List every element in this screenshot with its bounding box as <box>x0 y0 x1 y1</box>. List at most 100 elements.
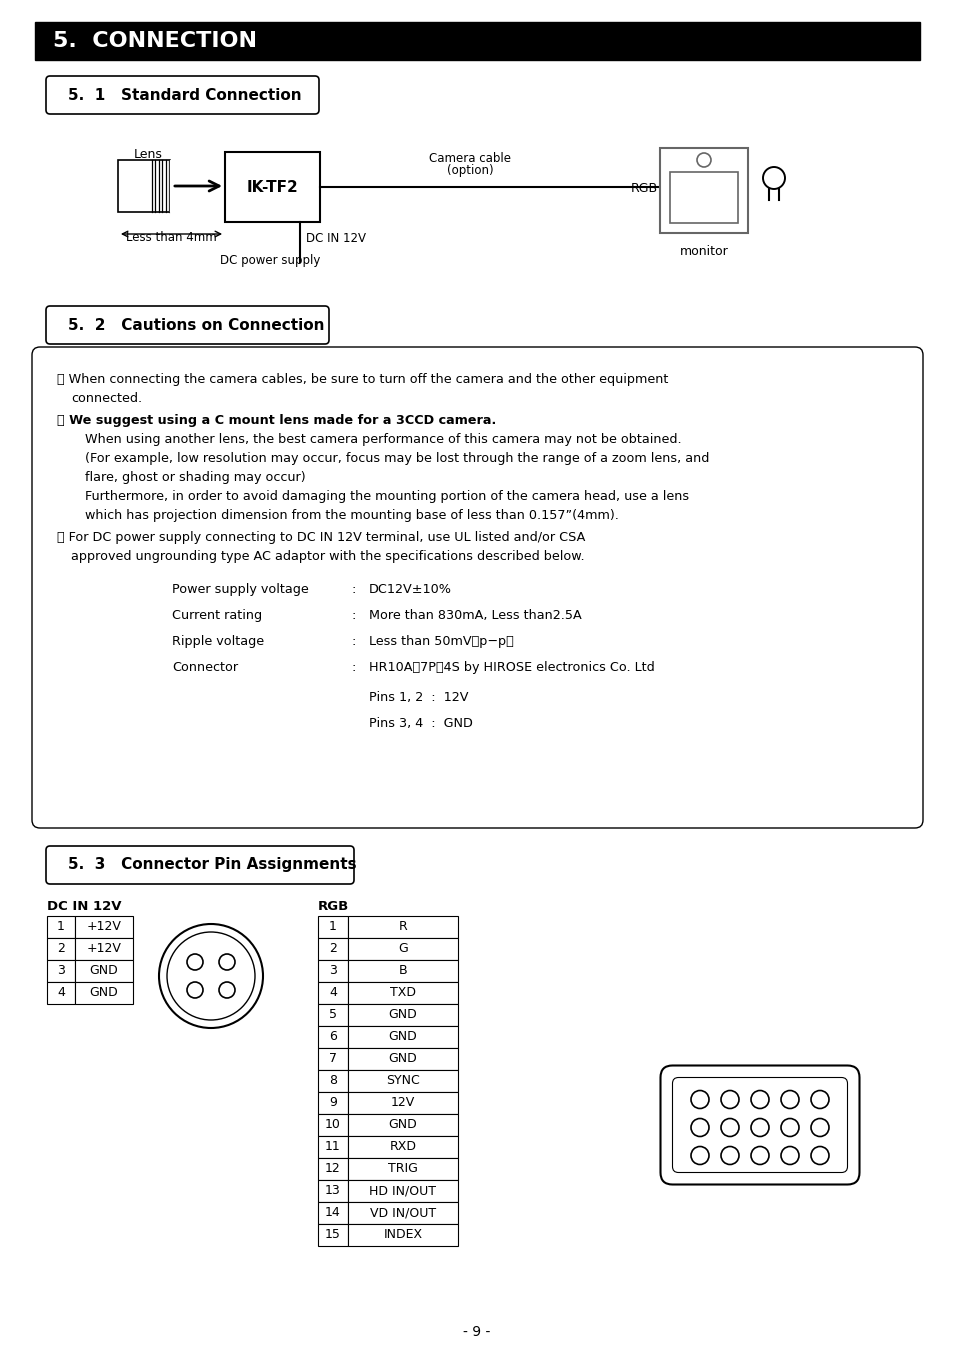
Bar <box>348 1179 457 1202</box>
Circle shape <box>810 1119 828 1136</box>
Text: 4: 4 <box>329 986 336 1000</box>
Text: 2: 2 <box>57 943 65 955</box>
Text: Lens: Lens <box>133 149 163 161</box>
Bar <box>47 961 75 982</box>
Text: (For example, low resolution may occur, focus may be lost through the range of a: (For example, low resolution may occur, … <box>85 453 709 465</box>
Bar <box>348 916 457 938</box>
Bar <box>317 961 348 982</box>
Text: 9: 9 <box>329 1097 336 1109</box>
Circle shape <box>690 1119 708 1136</box>
Text: 3: 3 <box>329 965 336 978</box>
Text: :: : <box>352 584 356 596</box>
Text: HR10A－7P－4S by HIROSE electronics Co. Ltd: HR10A－7P－4S by HIROSE electronics Co. Lt… <box>369 661 654 674</box>
Bar <box>348 1048 457 1070</box>
Bar <box>317 1025 348 1048</box>
Text: 1: 1 <box>329 920 336 934</box>
Text: connected.: connected. <box>71 392 142 405</box>
Text: ・ When connecting the camera cables, be sure to turn off the camera and the othe: ・ When connecting the camera cables, be … <box>57 373 668 386</box>
FancyBboxPatch shape <box>32 347 923 828</box>
Bar <box>317 1048 348 1070</box>
Text: 12: 12 <box>325 1162 340 1175</box>
Text: Power supply voltage: Power supply voltage <box>172 584 309 596</box>
Bar <box>170 159 190 212</box>
Circle shape <box>697 153 710 168</box>
FancyBboxPatch shape <box>46 846 354 884</box>
Bar <box>47 916 75 938</box>
Text: VD IN/OUT: VD IN/OUT <box>370 1206 436 1220</box>
Circle shape <box>187 982 203 998</box>
Text: SYNC: SYNC <box>386 1074 419 1088</box>
Text: flare, ghost or shading may occur): flare, ghost or shading may occur) <box>85 471 305 484</box>
Text: RGB: RGB <box>317 900 349 913</box>
Text: HD IN/OUT: HD IN/OUT <box>369 1185 436 1197</box>
Bar <box>47 982 75 1004</box>
FancyBboxPatch shape <box>672 1078 846 1173</box>
Text: approved ungrounding type AC adaptor with the specifications described below.: approved ungrounding type AC adaptor wit… <box>71 550 584 563</box>
Bar <box>348 1224 457 1246</box>
Circle shape <box>720 1090 739 1109</box>
Text: When using another lens, the best camera performance of this camera may not be o: When using another lens, the best camera… <box>85 434 680 446</box>
Bar <box>348 1070 457 1092</box>
Bar <box>317 916 348 938</box>
Text: 14: 14 <box>325 1206 340 1220</box>
Text: 8: 8 <box>329 1074 336 1088</box>
Text: 7: 7 <box>329 1052 336 1066</box>
Bar <box>348 1202 457 1224</box>
Text: 6: 6 <box>329 1031 336 1043</box>
Text: GND: GND <box>90 986 118 1000</box>
Circle shape <box>781 1119 799 1136</box>
Text: 15: 15 <box>325 1228 340 1242</box>
Text: +12V: +12V <box>87 920 121 934</box>
Text: +12V: +12V <box>87 943 121 955</box>
Circle shape <box>219 982 234 998</box>
Text: 4: 4 <box>57 986 65 1000</box>
Bar <box>348 1004 457 1025</box>
Circle shape <box>750 1090 768 1109</box>
Circle shape <box>720 1147 739 1165</box>
Text: 12V: 12V <box>391 1097 415 1109</box>
Text: 5: 5 <box>329 1008 336 1021</box>
Bar <box>317 1136 348 1158</box>
Text: :: : <box>352 609 356 621</box>
Text: More than 830mA, Less than2.5A: More than 830mA, Less than2.5A <box>369 609 581 621</box>
Text: 1: 1 <box>57 920 65 934</box>
Bar <box>47 938 75 961</box>
Text: Furthermore, in order to avoid damaging the mounting portion of the camera head,: Furthermore, in order to avoid damaging … <box>85 490 688 503</box>
Circle shape <box>219 954 234 970</box>
Circle shape <box>750 1147 768 1165</box>
Text: Camera cable: Camera cable <box>429 153 511 165</box>
Text: RXD: RXD <box>389 1140 416 1154</box>
Circle shape <box>720 1119 739 1136</box>
Bar <box>348 1025 457 1048</box>
Bar <box>317 1115 348 1136</box>
Bar <box>225 153 319 222</box>
Bar <box>317 1070 348 1092</box>
Bar <box>35 22 919 59</box>
Bar <box>348 1092 457 1115</box>
Bar <box>348 961 457 982</box>
Bar <box>348 982 457 1004</box>
Text: Pins 3, 4  :  GND: Pins 3, 4 : GND <box>369 717 473 730</box>
Text: TRIG: TRIG <box>388 1162 417 1175</box>
Circle shape <box>690 1147 708 1165</box>
Circle shape <box>781 1090 799 1109</box>
Bar <box>75 982 132 1004</box>
Text: G: G <box>397 943 408 955</box>
Text: 11: 11 <box>325 1140 340 1154</box>
Text: GND: GND <box>90 965 118 978</box>
Text: :: : <box>352 661 356 674</box>
Circle shape <box>810 1147 828 1165</box>
Text: 10: 10 <box>325 1119 340 1132</box>
Text: DC power supply: DC power supply <box>219 254 320 267</box>
Text: R: R <box>398 920 407 934</box>
Text: ・ We suggest using a C mount lens made for a 3CCD camera.: ・ We suggest using a C mount lens made f… <box>57 413 496 427</box>
Text: Ripple voltage: Ripple voltage <box>172 635 264 648</box>
Circle shape <box>810 1090 828 1109</box>
Text: B: B <box>398 965 407 978</box>
Text: GND: GND <box>388 1119 416 1132</box>
Text: 5.  3   Connector Pin Assignments: 5. 3 Connector Pin Assignments <box>68 858 356 873</box>
Bar <box>669 172 738 223</box>
Text: (option): (option) <box>446 163 493 177</box>
Text: Less than 50mV（p−p）: Less than 50mV（p−p） <box>369 635 514 648</box>
Text: monitor: monitor <box>679 245 727 258</box>
